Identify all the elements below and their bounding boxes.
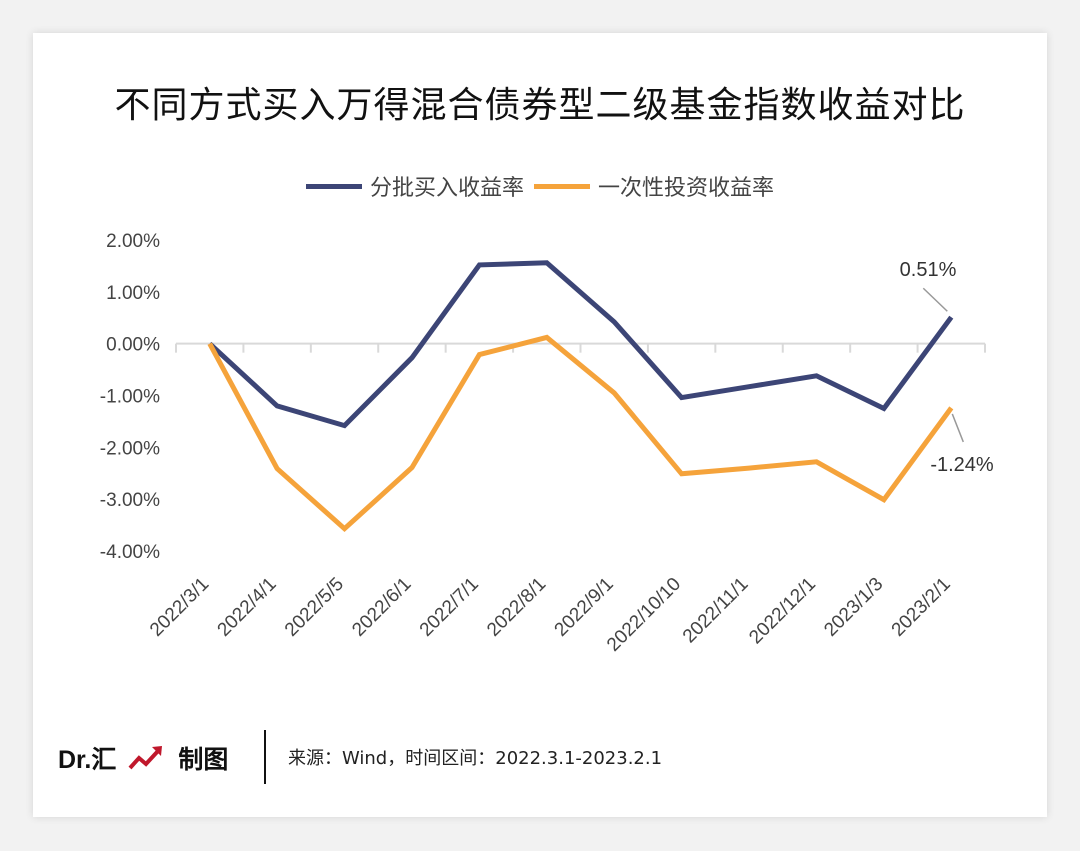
chart-title: 不同方式买入万得混合债券型二级基金指数收益对比 [114,85,966,126]
x-tick-label: 2022/7/1 [416,574,483,641]
x-tick-label: 2022/11/1 [679,574,753,648]
annotation-leader [922,287,948,312]
x-tick-label: 2022/4/1 [214,574,281,641]
data-label: 0.51% [900,259,957,281]
legend-item-series1: 分批买入收益率 [305,170,524,202]
y-tick-label: -3.00% [100,490,160,511]
x-tick-label: 2022/12/1 [745,574,820,649]
x-tick-label: 2023/1/3 [820,574,887,641]
data-label: -1.24% [930,454,994,476]
y-tick-label: 1.00% [106,283,160,304]
divider [264,730,266,784]
series-line-1 [208,260,954,429]
brand-suffix: 制图 [178,745,229,774]
x-tick-label: 2022/3/1 [146,574,213,641]
x-tick-label: 2022/5/5 [281,574,348,641]
brand-name: Dr.汇 [58,746,117,774]
x-tick-label: 2022/6/1 [348,574,415,641]
y-tick-label: -2.00% [100,438,160,459]
y-tick-label: 0.00% [106,335,160,356]
legend-item-series2: 一次性投资收益率 [534,170,774,202]
legend-swatch [534,183,590,189]
annotation-leader [951,413,964,443]
trend-arrow-icon [128,746,163,770]
chart-card [33,33,1047,817]
y-tick-label: 2.00% [106,231,160,252]
legend-label: 一次性投资收益率 [598,176,775,201]
x-tick-label: 2022/9/1 [551,574,618,641]
footer-brand: Dr.汇 制图 [58,738,228,778]
series-line-2 [207,334,954,533]
legend-label: 分批买入收益率 [369,176,524,201]
source-note: 来源：Wind，时间区间：2022.3.1-2023.2.1 [288,748,663,769]
y-tick-label: -1.00% [100,387,160,408]
x-tick-label: 2022/8/1 [483,574,550,641]
x-tick-label: 2023/2/1 [888,574,955,641]
legend: 分批买入收益率 一次性投资收益率 [0,170,1080,202]
legend-swatch [305,183,362,189]
x-tick-label: 2022/10/10 [603,574,685,656]
y-tick-label: -4.00% [100,542,160,563]
